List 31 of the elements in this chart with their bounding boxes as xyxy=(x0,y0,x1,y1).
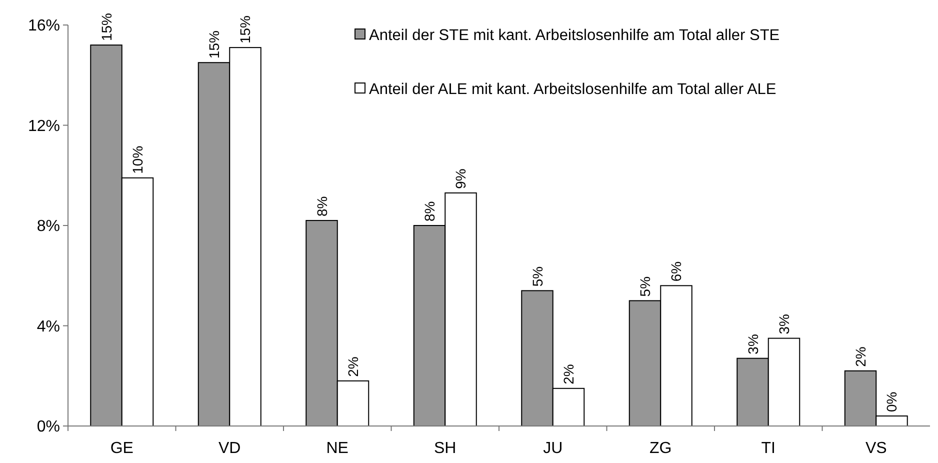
data-label: 2% xyxy=(560,364,576,384)
data-label: 15% xyxy=(98,13,114,42)
data-label: 5% xyxy=(529,266,546,287)
y-tick-label: 12% xyxy=(28,118,60,135)
data-label: 5% xyxy=(637,276,653,297)
data-label: 15% xyxy=(237,16,254,44)
data-label: 6% xyxy=(668,261,684,282)
x-tick-label: ZG xyxy=(650,440,672,457)
data-label: 10% xyxy=(130,146,146,174)
data-label: 3% xyxy=(776,314,792,334)
data-label: 8% xyxy=(422,201,438,222)
x-tick-label: VS xyxy=(865,440,887,457)
data-label: 8% xyxy=(314,196,330,216)
data-label: 2% xyxy=(852,346,868,367)
y-tick-label: 4% xyxy=(36,318,60,336)
data-label: 3% xyxy=(744,334,761,354)
legend-label: Anteil der ALE mit kant. Arbeitslosenhilfe am Total aller ALE xyxy=(369,81,776,98)
x-tick-label: NE xyxy=(326,440,348,457)
y-tick-label: 8% xyxy=(36,218,60,236)
x-tick-label: VD xyxy=(218,440,241,457)
x-tick-label: SH xyxy=(434,440,456,457)
x-tick-label: JU xyxy=(543,440,563,457)
data-label: 9% xyxy=(452,168,469,189)
data-label: 2% xyxy=(345,356,361,377)
data-label: 15% xyxy=(206,30,222,59)
data-label: 0% xyxy=(884,392,900,412)
x-tick-label: GE xyxy=(110,440,134,457)
y-tick-label: 16% xyxy=(28,18,60,35)
y-tick-label: 0% xyxy=(36,418,60,436)
legend-label: Anteil der STE mit kant. Arbeitslosenhilfe am Total aller STE xyxy=(369,27,780,44)
x-tick-label: TI xyxy=(761,440,776,457)
